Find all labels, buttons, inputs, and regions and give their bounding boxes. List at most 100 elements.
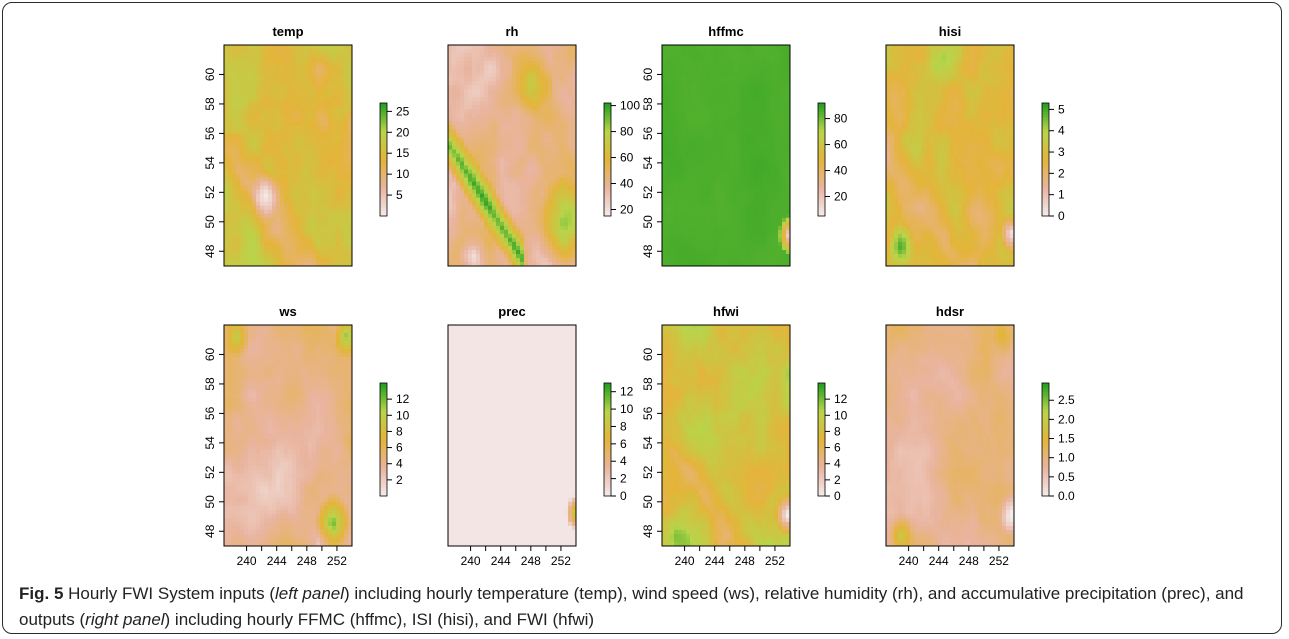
heatmap-cell	[734, 77, 739, 82]
heatmap-cell	[778, 57, 783, 62]
heatmap-cell	[324, 169, 329, 174]
heatmap-cell	[460, 113, 465, 118]
heatmap-cell	[738, 129, 743, 134]
heatmap-cell	[722, 193, 727, 199]
heatmap-cell	[244, 165, 249, 170]
heatmap-cell	[512, 117, 517, 122]
heatmap-cell	[472, 149, 477, 154]
heatmap-cell	[496, 141, 501, 146]
heatmap-cell	[244, 257, 249, 263]
heatmap-cell	[284, 185, 289, 191]
heatmap-cell	[544, 65, 549, 70]
heatmap-cell	[344, 181, 349, 187]
heatmap-cell	[742, 141, 747, 146]
heatmap-cell	[448, 109, 453, 114]
heatmap-cell	[476, 229, 481, 235]
heatmap-cell	[702, 105, 707, 110]
heatmap-cell	[520, 141, 525, 146]
heatmap-cell	[264, 69, 269, 74]
heatmap-cell	[484, 117, 489, 122]
heatmap-cell	[320, 225, 325, 231]
heatmap-cell	[734, 137, 739, 142]
heatmap-cell	[758, 45, 763, 50]
heatmap-cell	[320, 129, 325, 134]
heatmap-cell	[714, 125, 719, 130]
heatmap-cell	[730, 141, 735, 146]
heatmap-cell	[340, 77, 345, 82]
heatmap-cell	[448, 97, 453, 102]
heatmap-cell	[504, 245, 509, 251]
heatmap-cell	[536, 221, 541, 227]
heatmap-cell	[710, 193, 715, 199]
heatmap-cell	[256, 77, 261, 82]
heatmap-cell	[556, 165, 561, 170]
heatmap-cell	[232, 217, 237, 223]
heatmap-cell	[452, 81, 457, 86]
heatmap-cell	[224, 205, 229, 211]
heatmap-cell	[456, 85, 461, 90]
heatmap-cell	[758, 189, 763, 195]
heatmap-cell	[548, 205, 553, 211]
heatmap-cell	[714, 69, 719, 74]
heatmap-cell	[336, 89, 341, 94]
heatmap-cell	[778, 169, 783, 174]
heatmap-cell	[560, 85, 565, 90]
heatmap-cell	[296, 249, 301, 255]
heatmap-cell	[770, 201, 775, 207]
heatmap-cell	[296, 205, 301, 211]
heatmap-cell	[232, 197, 237, 203]
heatmap-cell	[718, 93, 723, 98]
heatmap-cell	[548, 177, 553, 183]
heatmap-cell	[666, 125, 671, 130]
legend-swatch	[380, 162, 387, 166]
heatmap-cell	[682, 65, 687, 70]
heatmap-cell	[556, 153, 561, 158]
heatmap-cell	[236, 93, 241, 98]
heatmap-cell	[300, 161, 305, 166]
heatmap-cell	[516, 177, 521, 183]
heatmap-cell	[328, 233, 333, 239]
heatmap-cell	[472, 53, 477, 58]
legend-swatch	[380, 134, 387, 138]
heatmap-cell	[694, 117, 699, 122]
heatmap-cell	[236, 73, 241, 78]
heatmap-cell	[516, 197, 521, 203]
heatmap-cell	[774, 153, 779, 158]
heatmap-cell	[674, 49, 679, 54]
heatmap-cell	[320, 53, 325, 58]
heatmap-cell	[706, 141, 711, 146]
heatmap-cell	[564, 121, 569, 126]
heatmap-cell	[460, 129, 465, 134]
heatmap-cell	[316, 261, 321, 267]
heatmap-cell	[288, 101, 293, 106]
heatmap-cell	[670, 157, 675, 162]
heatmap-cell	[548, 193, 553, 199]
heatmap-cell	[536, 213, 541, 219]
heatmap-cell	[496, 169, 501, 174]
heatmap-cell	[232, 161, 237, 166]
heatmap-cell	[564, 125, 569, 130]
heatmap-cell	[288, 197, 293, 203]
heatmap-cell	[492, 245, 497, 251]
heatmap-cell	[252, 117, 257, 122]
heatmap-cell	[320, 81, 325, 86]
heatmap-cell	[320, 229, 325, 235]
heatmap-cell	[548, 53, 553, 58]
heatmap-cell	[698, 181, 703, 187]
heatmap-cell	[544, 165, 549, 170]
heatmap-cell	[304, 157, 309, 162]
heatmap-cell	[232, 97, 237, 102]
heatmap-cell	[244, 149, 249, 154]
heatmap-cell	[540, 185, 545, 191]
heatmap-cell	[324, 129, 329, 134]
heatmap-cell	[536, 53, 541, 58]
heatmap-cell	[508, 173, 513, 178]
heatmap-cell	[244, 57, 249, 62]
heatmap-cell	[540, 149, 545, 154]
heatmap-cell	[734, 173, 739, 178]
heatmap-cell	[328, 105, 333, 110]
heatmap-cell	[460, 133, 465, 138]
legend-swatch	[604, 193, 611, 197]
heatmap-cell	[288, 153, 293, 158]
heatmap-cell	[236, 241, 241, 247]
